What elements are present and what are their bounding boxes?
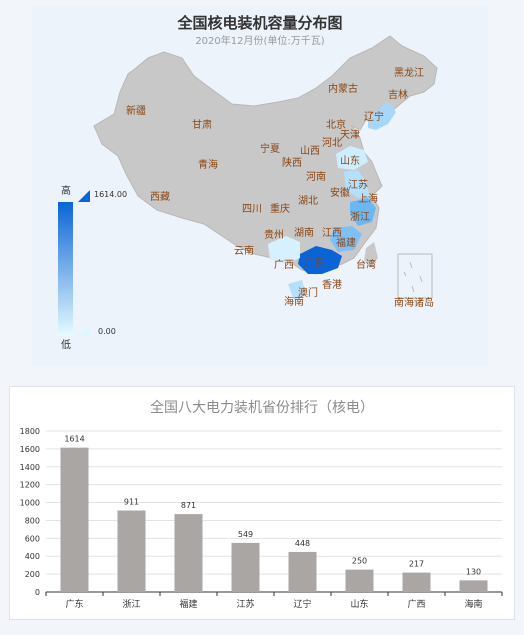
bar-value-label: 130 bbox=[466, 567, 481, 576]
region-label: 江西 bbox=[322, 227, 342, 239]
region-label: 辽宁 bbox=[364, 110, 384, 123]
region-label: 台湾 bbox=[356, 258, 376, 271]
y-tick-label: 1400 bbox=[20, 463, 40, 472]
region-shape-taiwan bbox=[364, 242, 378, 268]
y-tick-label: 800 bbox=[25, 516, 40, 525]
bar-value-label: 448 bbox=[295, 539, 310, 548]
x-tick-label: 广西 bbox=[407, 598, 425, 610]
region-label: 广东 bbox=[304, 256, 324, 269]
region-label: 甘肃 bbox=[192, 118, 212, 131]
region-shape-guangdong bbox=[298, 246, 342, 274]
x-tick-label: 江苏 bbox=[236, 598, 254, 610]
bar-value-label: 1614 bbox=[64, 435, 84, 444]
region-label: 黑龙江 bbox=[394, 66, 424, 79]
region-label: 江苏 bbox=[348, 178, 368, 191]
bar-value-label: 549 bbox=[238, 530, 253, 539]
y-tick-label: 0 bbox=[35, 588, 40, 597]
region-label: 福建 bbox=[336, 236, 356, 249]
south-china-sea-islands bbox=[403, 261, 423, 293]
x-tick-label: 福建 bbox=[179, 598, 197, 610]
legend-lower-handle-icon[interactable] bbox=[78, 324, 90, 336]
nuclear-capacity-map-panel: 全国核电装机容量分布图 2020年12月份(单位:万千瓦) 高 低 1614.0… bbox=[32, 6, 488, 366]
region-label: 重庆 bbox=[270, 202, 290, 215]
region-shape-jiangsu bbox=[344, 170, 370, 198]
region-label: 内蒙古 bbox=[328, 82, 358, 95]
bar[interactable] bbox=[174, 514, 203, 592]
legend-low-label: 低 bbox=[61, 338, 71, 351]
y-tick-label: 1600 bbox=[20, 445, 40, 454]
y-tick-label: 200 bbox=[25, 570, 40, 579]
region-label: 香港 bbox=[322, 279, 342, 291]
china-map: 高 低 1614.00 0.00 黑龙江 吉林 辽宁 内蒙古 北京 天津 河北 … bbox=[58, 35, 438, 351]
y-tick-label: 1000 bbox=[20, 499, 40, 508]
bar-value-label: 217 bbox=[409, 560, 424, 569]
region-label: 陕西 bbox=[282, 156, 302, 169]
y-tick-label: 1200 bbox=[20, 481, 40, 490]
province-labels: 黑龙江 吉林 辽宁 内蒙古 北京 天津 河北 山西 山东 新疆 甘肃 宁夏 陕西… bbox=[126, 66, 434, 309]
region-shape-hainan bbox=[288, 280, 306, 300]
region-label: 河北 bbox=[322, 137, 342, 149]
region-label: 南海诸岛 bbox=[394, 296, 434, 309]
bar-chart: 0 200 400 600 800 1000 1200 1400 1600 1800 1614 广东 9… bbox=[20, 427, 503, 610]
map-subtitle: 2020年12月份(单位:万千瓦) bbox=[195, 36, 325, 47]
region-label: 湖北 bbox=[298, 195, 318, 207]
bar-value-label: 250 bbox=[352, 557, 367, 566]
region-shape-liaoning bbox=[368, 102, 396, 130]
x-tick-label: 辽宁 bbox=[293, 598, 311, 610]
x-tick-label: 山东 bbox=[350, 598, 368, 610]
region-label: 新疆 bbox=[126, 104, 146, 117]
x-tick-label: 海南 bbox=[464, 598, 482, 610]
bar-chart-panel: 全国八大电力装机省份排行（核电） 0 200 400 600 800 1000 1200 14… bbox=[9, 386, 515, 620]
bar-chart-title: 全国八大电力装机省份排行（核电） bbox=[150, 400, 374, 416]
region-label: 四川 bbox=[242, 204, 262, 215]
bar[interactable] bbox=[459, 580, 488, 592]
bar[interactable] bbox=[231, 542, 260, 592]
legend-gradient-bar bbox=[58, 202, 73, 336]
bar[interactable] bbox=[288, 551, 317, 592]
region-label: 北京 bbox=[326, 118, 346, 131]
region-label: 山东 bbox=[340, 154, 360, 167]
region-label: 西藏 bbox=[150, 191, 170, 203]
region-label: 河南 bbox=[306, 170, 326, 183]
map-title: 全国核电装机容量分布图 bbox=[177, 14, 343, 32]
region-label: 上海 bbox=[358, 192, 378, 205]
bar[interactable] bbox=[402, 572, 431, 592]
bar-value-label: 871 bbox=[181, 501, 196, 510]
y-tick-label: 400 bbox=[25, 552, 40, 561]
bar[interactable] bbox=[345, 569, 374, 592]
legend-min-value: 0.00 bbox=[98, 327, 116, 336]
region-shape-guangxi bbox=[268, 236, 300, 264]
region-label: 天津 bbox=[340, 129, 360, 141]
legend-max-value: 1614.00 bbox=[94, 190, 127, 199]
region-label: 安徽 bbox=[330, 186, 350, 199]
legend-upper-handle-icon[interactable] bbox=[78, 190, 90, 202]
region-label: 宁夏 bbox=[260, 142, 280, 155]
region-label: 浙江 bbox=[350, 211, 370, 223]
x-tick-label: 浙江 bbox=[122, 598, 140, 610]
bar[interactable] bbox=[60, 447, 89, 592]
region-label: 海南 bbox=[284, 295, 304, 308]
legend-high-label: 高 bbox=[61, 184, 71, 197]
region-label: 云南 bbox=[234, 244, 254, 257]
south-china-sea-inset bbox=[397, 253, 433, 299]
bar[interactable] bbox=[117, 510, 146, 592]
region-shape-shandong bbox=[336, 146, 368, 170]
y-tick-label: 600 bbox=[25, 534, 40, 543]
bar-value-label: 911 bbox=[124, 498, 139, 507]
region-label: 山西 bbox=[300, 145, 320, 157]
region-label: 澳门 bbox=[298, 286, 318, 299]
region-label: 吉林 bbox=[388, 88, 408, 101]
region-label: 青海 bbox=[198, 158, 218, 171]
y-tick-label: 1800 bbox=[20, 427, 40, 436]
x-tick-label: 广东 bbox=[65, 598, 83, 610]
region-shape-zhejiang bbox=[350, 198, 376, 226]
region-label: 贵州 bbox=[264, 228, 284, 241]
region-label: 广西 bbox=[274, 259, 294, 271]
region-label: 湖南 bbox=[294, 226, 314, 239]
region-shape-fujian bbox=[330, 226, 362, 252]
